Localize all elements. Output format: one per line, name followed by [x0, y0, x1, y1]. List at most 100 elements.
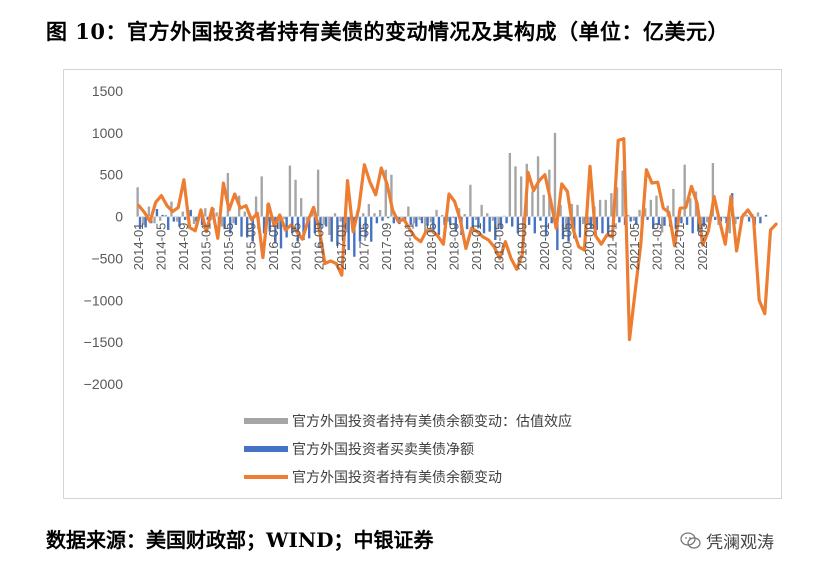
bar-net-trade	[240, 216, 243, 237]
bar-valuation	[632, 216, 636, 221]
bar-net-trade	[437, 216, 441, 235]
bar-valuation	[390, 174, 393, 217]
bar-net-trade	[195, 216, 198, 222]
bar-valuation	[215, 212, 218, 217]
x-tick-label: 2019-01	[469, 223, 484, 271]
x-tick-label: 2022-01	[672, 223, 687, 271]
bar-valuation	[288, 165, 292, 217]
bar-net-trade	[392, 216, 395, 224]
bar-net-trade	[313, 216, 317, 234]
bar-net-trade	[714, 216, 717, 220]
bar-net-trade	[268, 216, 271, 232]
bar-net-trade	[381, 216, 384, 221]
bar-valuation	[756, 212, 760, 217]
legend-label-valuation: 官方外国投资者持有美债余额变动：估值效应	[292, 414, 572, 430]
bar-valuation	[604, 199, 607, 217]
bar-net-trade	[200, 216, 204, 225]
bar-net-trade	[482, 216, 486, 234]
bar-valuation	[159, 216, 162, 221]
bar-net-trade	[296, 216, 300, 242]
bar-valuation	[283, 216, 286, 220]
bar-net-trade	[736, 216, 739, 220]
bar-net-trade	[426, 216, 429, 226]
bar-net-trade	[477, 216, 480, 229]
bar-valuation	[136, 187, 139, 217]
bar-net-trade	[274, 216, 277, 244]
bar-valuation	[328, 216, 331, 235]
bar-net-trade	[691, 216, 694, 234]
x-tick-label: 2019-09	[514, 223, 529, 271]
bar-valuation	[474, 216, 478, 220]
bar-valuation	[316, 169, 320, 217]
legend-item-valuation: 官方外国投资者持有美债余额变动：估值效应	[244, 407, 572, 435]
x-tick-label: 2018-05	[424, 223, 439, 271]
bar-net-trade	[618, 216, 621, 223]
x-tick-label: 2020-09	[582, 223, 597, 271]
x-tick-label: 2017-01	[334, 223, 349, 271]
bar-net-trade	[206, 216, 209, 220]
bar-valuation	[333, 213, 337, 217]
bar-valuation	[497, 216, 500, 228]
bar-valuation	[300, 198, 303, 217]
x-tick-label: 2020-05	[559, 223, 574, 271]
bar-valuation	[486, 213, 489, 217]
bar-net-trade	[635, 216, 638, 225]
bar-net-trade	[347, 216, 350, 251]
y-tick-label: 0	[115, 209, 123, 225]
bar-valuation	[728, 216, 731, 234]
bar-net-trade	[601, 216, 604, 234]
bar-net-trade	[747, 216, 751, 222]
bar-net-trade	[454, 216, 458, 232]
bar-net-trade	[375, 216, 379, 224]
bar-net-trade	[223, 216, 226, 230]
bar-valuation	[734, 216, 737, 225]
x-tick-label: 2016-01	[266, 223, 281, 271]
bar-valuation	[384, 169, 387, 217]
bar-net-trade	[449, 216, 452, 225]
y-tick-label: −500	[91, 250, 123, 266]
bar-valuation	[305, 216, 309, 221]
bar-net-trade	[556, 216, 559, 251]
bar-valuation	[440, 214, 444, 217]
x-tick-label: 2016-05	[289, 223, 304, 271]
bar-valuation	[452, 216, 455, 219]
bar-valuation	[469, 184, 472, 217]
bar-valuation	[412, 216, 416, 224]
bar-valuation	[424, 216, 427, 235]
wechat-icon	[680, 531, 702, 551]
bar-valuation	[232, 216, 235, 224]
x-tick-label: 2014-05	[153, 223, 168, 271]
bar-net-trade	[251, 216, 254, 242]
bar-net-trade	[725, 216, 728, 224]
bar-valuation	[367, 204, 371, 217]
bar-valuation	[153, 216, 156, 224]
legend-swatch-valuation	[244, 418, 288, 424]
bar-valuation	[378, 209, 382, 217]
bar-net-trade	[138, 216, 142, 230]
x-tick-label: 2021-09	[650, 223, 665, 271]
x-tick-label: 2017-05	[356, 223, 371, 271]
bar-net-trade	[364, 216, 367, 238]
bar-net-trade	[279, 216, 283, 249]
bar-valuation	[463, 214, 466, 217]
bar-valuation	[294, 179, 297, 217]
x-tick-label: 2015-01	[198, 223, 213, 271]
legend-label-net-trade: 官方外国投资者买卖美债净额	[292, 442, 474, 458]
bar-net-trade	[697, 216, 700, 232]
legend-label-total-change: 官方外国投资者持有美债余额变动	[292, 470, 502, 486]
bar-net-trade	[161, 214, 164, 217]
bar-valuation	[147, 206, 151, 217]
bar-valuation	[660, 216, 664, 233]
bar-valuation	[221, 216, 224, 227]
bar-valuation	[689, 198, 692, 217]
bar-net-trade	[465, 216, 469, 230]
bar-net-trade	[759, 216, 762, 224]
bar-net-trade	[657, 216, 661, 225]
bar-net-trade	[330, 216, 333, 242]
bar-net-trade	[516, 216, 520, 234]
bar-net-trade	[155, 209, 159, 217]
bar-net-trade	[527, 216, 531, 225]
bar-net-trade	[386, 216, 390, 219]
bar-valuation	[429, 216, 433, 223]
bar-valuation	[536, 156, 540, 217]
